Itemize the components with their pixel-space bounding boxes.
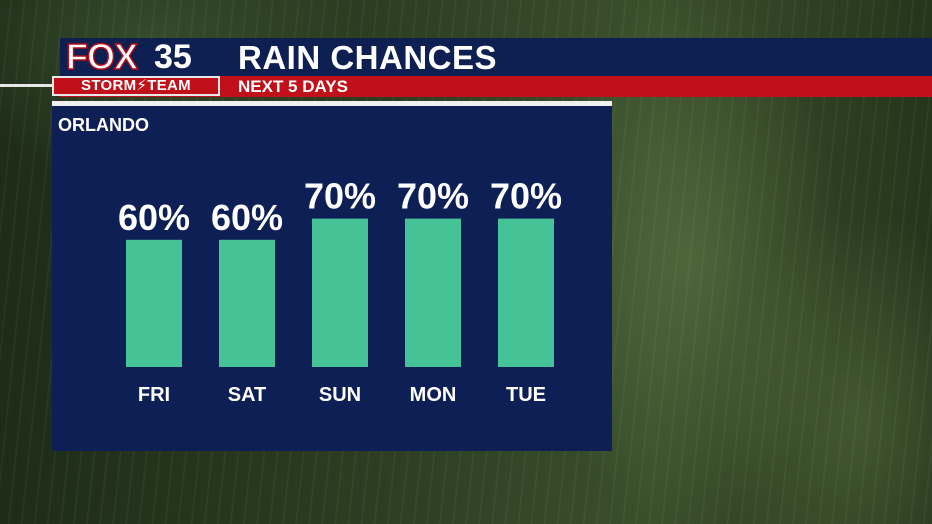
category-label-tue: TUE bbox=[506, 384, 546, 406]
value-label-sat: 60% bbox=[211, 197, 283, 238]
category-label-fri: FRI bbox=[138, 384, 170, 406]
logo-storm-team-text: STORM⚡TEAM bbox=[52, 76, 220, 96]
bar-mon bbox=[405, 218, 461, 367]
value-label-sun: 70% bbox=[304, 176, 376, 217]
panel-top-border bbox=[52, 101, 612, 106]
logo-number-text: 35 bbox=[154, 38, 192, 76]
bar-sun bbox=[312, 218, 368, 367]
fox35-storm-team-logo: FOX 35 STORM⚡TEAM bbox=[52, 36, 222, 98]
category-label-sat: SAT bbox=[228, 384, 267, 406]
bar-fri bbox=[126, 239, 182, 367]
bar-sat bbox=[219, 239, 275, 367]
category-label-sun: SUN bbox=[319, 384, 361, 406]
logo-fox-text: FOX bbox=[65, 36, 139, 77]
value-label-mon: 70% bbox=[397, 176, 469, 217]
subtitle-bar bbox=[60, 76, 932, 97]
city-label: ORLANDO bbox=[58, 115, 149, 135]
header-accent-line bbox=[0, 84, 60, 87]
value-label-fri: 60% bbox=[118, 197, 190, 238]
title-bar bbox=[60, 38, 932, 76]
value-label-tue: 70% bbox=[490, 176, 562, 217]
chart-subtitle: NEXT 5 DAYS bbox=[238, 77, 348, 96]
chart-title: RAIN CHANCES bbox=[238, 39, 498, 76]
bar-tue bbox=[498, 218, 554, 367]
category-label-mon: MON bbox=[410, 384, 457, 406]
